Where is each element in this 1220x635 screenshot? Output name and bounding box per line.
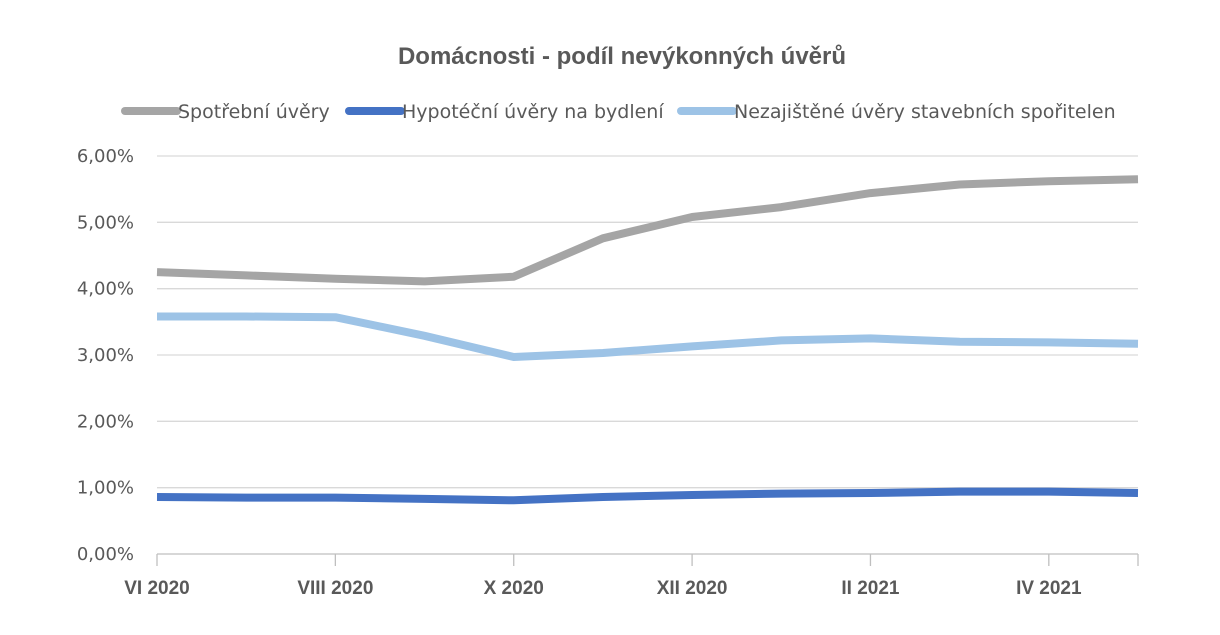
legend-label: Nezajištěné úvěry stavebních spořitelen xyxy=(734,101,1116,123)
x-tick-label: VI 2020 xyxy=(124,578,190,599)
x-tick-label: XII 2020 xyxy=(657,578,728,599)
x-axis xyxy=(156,553,1139,566)
y-tick-label: 2,00% xyxy=(77,411,134,432)
y-tick-label: 0,00% xyxy=(77,544,134,565)
series-line-1 xyxy=(156,175,1139,286)
legend: Spotřební úvěry Hypotéční úvěry na bydlen… xyxy=(121,101,1116,123)
y-tick-label: 1,00% xyxy=(77,478,134,499)
x-tick-label: IV 2021 xyxy=(1016,578,1082,599)
x-tick-label: VIII 2020 xyxy=(297,578,373,599)
y-tick-label: 5,00% xyxy=(77,212,134,233)
gridlines xyxy=(157,155,1138,489)
chart-title: Domácnosti - podíl nevýkonných úvěrů xyxy=(398,43,846,70)
legend-label: Hypotéční úvěry na bydlení xyxy=(402,101,664,123)
series-lines xyxy=(156,175,1139,505)
y-axis-tick-labels: 0,00% 1,00% 2,00% 3,00% 4,00% 5,00% 6,00% xyxy=(77,146,134,565)
y-tick-label: 4,00% xyxy=(77,279,134,300)
legend-label: Spotřební úvěry xyxy=(178,101,330,123)
series-line-3 xyxy=(157,312,1139,361)
y-tick-label: 3,00% xyxy=(77,345,134,366)
x-tick-label: X 2020 xyxy=(484,578,544,599)
y-tick-label: 6,00% xyxy=(77,146,134,167)
series-line-2 xyxy=(156,487,1139,505)
x-axis-tick-labels: VI 2020 VIII 2020 X 2020 XII 2020 II 2021 IV … xyxy=(124,578,1082,599)
x-tick-label: II 2021 xyxy=(841,578,900,599)
